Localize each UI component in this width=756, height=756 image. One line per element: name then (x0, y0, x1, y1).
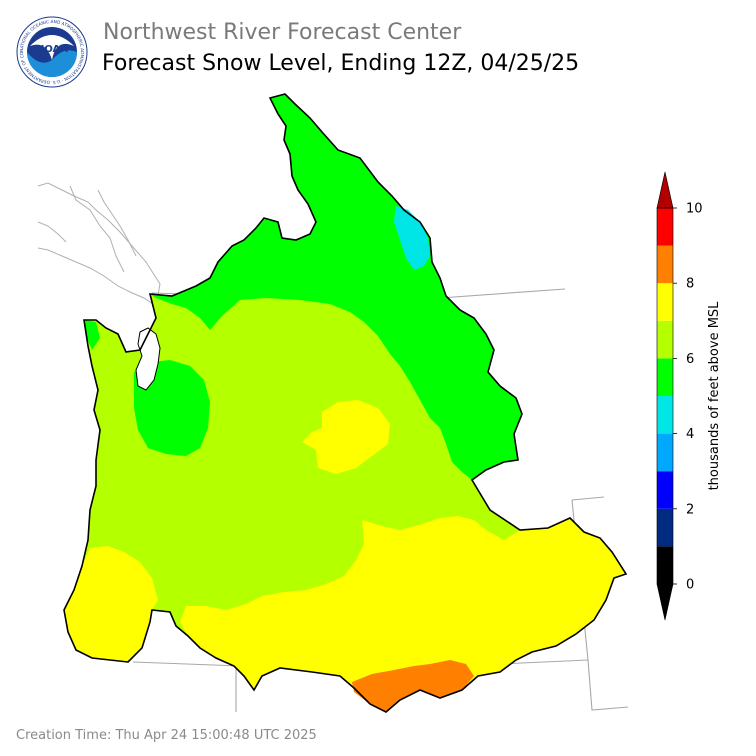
colorbar-tick-label: 0 (686, 578, 694, 593)
colorbar-tick-label: 10 (686, 202, 703, 217)
colorbar-bin (657, 546, 673, 584)
colorbar-bin (657, 433, 673, 472)
creation-time: Creation Time: Thu Apr 24 15:00:48 UTC 2… (16, 728, 317, 743)
colorbar-ticks: 0 2 4 6 8 10 (673, 202, 703, 593)
colorbar-bin (657, 320, 673, 359)
colorbar-title: thousands of feet above MSL (707, 301, 722, 491)
noaa-logo-text: NOAA (36, 44, 68, 55)
colorbar-bin (657, 245, 673, 284)
colorbar-frame (656, 207, 674, 585)
colorbar-tick-label: 8 (686, 277, 694, 292)
colorbar-bin (657, 396, 673, 434)
colorbar-over-arrow (656, 171, 674, 209)
colorbar-bin (657, 208, 673, 246)
colorbar-legend: 0 2 4 6 8 10 thousands of feet above MSL (656, 171, 722, 621)
noaa-logo: NOAA NATIONAL OCEANIC AND ATMOSPHERIC AD… (16, 16, 88, 88)
product-title: Forecast Snow Level, Ending 12Z, 04/25/2… (102, 51, 580, 76)
colorbar-bin (657, 283, 673, 321)
coastline-outline (37, 182, 161, 307)
colorbar-bin (657, 471, 673, 509)
colorbar-bin (657, 508, 673, 547)
colorbar-bin (657, 358, 673, 396)
colorbar-tick-label: 4 (686, 427, 694, 442)
org-title: Northwest River Forecast Center (103, 20, 462, 45)
colorbar-bins (657, 208, 673, 584)
basin-level-8-9 (352, 660, 474, 712)
colorbar-tick-label: 6 (686, 352, 694, 367)
basin-level-4-5 (394, 206, 430, 270)
basin-level-5-6 (84, 94, 522, 480)
colorbar-tick-label: 2 (686, 502, 694, 517)
basin-level-7-8 (64, 400, 626, 712)
basin-outline (63, 93, 628, 713)
puget-sound (135, 327, 161, 391)
colorbar-under-arrow (656, 583, 674, 621)
